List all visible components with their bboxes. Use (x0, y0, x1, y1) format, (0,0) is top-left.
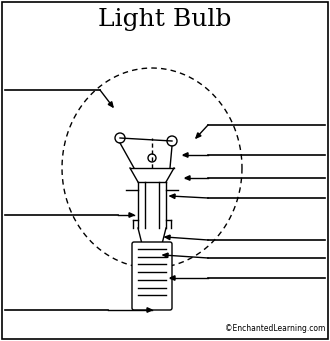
Polygon shape (165, 235, 170, 240)
FancyBboxPatch shape (132, 242, 172, 310)
Text: Light Bulb: Light Bulb (98, 8, 232, 31)
Polygon shape (163, 253, 168, 257)
Polygon shape (129, 213, 134, 217)
Text: ©EnchantedLearning.com: ©EnchantedLearning.com (225, 324, 325, 333)
Polygon shape (196, 133, 201, 138)
Polygon shape (183, 153, 188, 157)
Polygon shape (185, 176, 190, 180)
Polygon shape (147, 308, 152, 312)
Polygon shape (170, 276, 175, 280)
Polygon shape (170, 194, 175, 198)
Polygon shape (108, 102, 113, 107)
